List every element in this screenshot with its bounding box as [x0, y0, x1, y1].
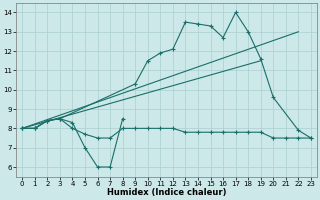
X-axis label: Humidex (Indice chaleur): Humidex (Indice chaleur)	[107, 188, 226, 197]
